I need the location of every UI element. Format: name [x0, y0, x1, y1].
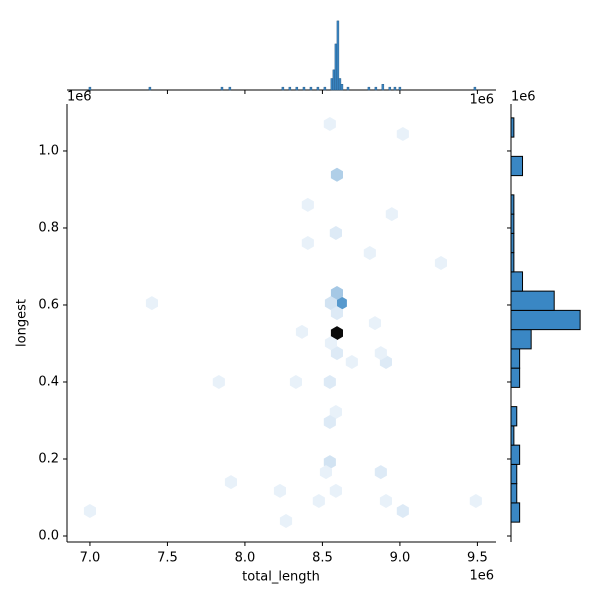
- top-hist-bar: [281, 86, 285, 91]
- top-hist-bar: [338, 78, 342, 91]
- right-hist-bar: [510, 117, 515, 138]
- hexbin: [379, 494, 392, 508]
- right-hist-bar: [510, 348, 521, 369]
- top-hist-bar: [228, 86, 232, 91]
- hexbin: [330, 346, 343, 361]
- top-hist-bar: [388, 86, 392, 91]
- top-hist-bar: [346, 86, 350, 91]
- top-hist-bar: [340, 84, 344, 91]
- top-hist-bar: [334, 43, 338, 91]
- top-hist-bar: [473, 86, 477, 91]
- hexbin: [374, 465, 387, 480]
- hexbin: [301, 236, 314, 250]
- y-offset-label: 1e6: [67, 90, 92, 105]
- right-hist-bar: [510, 425, 515, 446]
- top-hist-bar: [302, 86, 306, 91]
- hexbin: [319, 465, 332, 480]
- y-tick-label: 0.2: [38, 451, 59, 466]
- right-hist-bar: [510, 290, 555, 311]
- right-hist-bar: [510, 483, 518, 504]
- hexbin: [329, 405, 342, 419]
- hexbin: [323, 375, 336, 389]
- hexbin: [396, 127, 409, 141]
- hexbin: [396, 504, 409, 518]
- top-hist-bar: [393, 86, 397, 91]
- hexbin: [289, 375, 302, 389]
- top-hist-bar: [374, 86, 378, 91]
- top-hist-bar: [295, 86, 299, 91]
- top-hist-bar: [398, 86, 402, 91]
- hexbin: [312, 494, 325, 508]
- hexbin: [83, 504, 96, 518]
- hexbin: [145, 296, 158, 311]
- hexbin: [329, 483, 342, 498]
- hexbin: [329, 226, 342, 240]
- top-hist-bar: [88, 86, 92, 91]
- x-tick-label: 9.5: [467, 551, 488, 566]
- hexbin: [330, 167, 343, 182]
- hexbin: [212, 375, 225, 389]
- x-axis-label: total_length: [242, 570, 320, 585]
- top-hist-bar: [381, 84, 385, 91]
- x-tick-label: 8.5: [312, 551, 333, 566]
- hexbin: [330, 326, 343, 341]
- right-hist-bar: [510, 155, 524, 177]
- hexbin: [434, 256, 447, 270]
- x-tick-label: 7.0: [80, 551, 101, 566]
- hexbin: [469, 494, 482, 508]
- y-tick-label: 0.4: [38, 374, 59, 389]
- hexbin: [363, 246, 376, 260]
- hexbin: [368, 316, 381, 331]
- top-hist-bar: [148, 86, 152, 91]
- top-hist-bar: [316, 86, 320, 91]
- hexbin: [295, 324, 308, 339]
- hexbin: [330, 306, 343, 321]
- top-hist-bar: [336, 20, 340, 91]
- hexbin: [273, 483, 286, 498]
- right-hist-bar: [510, 463, 518, 485]
- top-hist-bar: [220, 86, 224, 91]
- y-tick-label: 0.0: [38, 528, 59, 543]
- hexbin: [323, 415, 336, 429]
- hexbin: [301, 197, 314, 212]
- right-hist-bar: [510, 444, 521, 465]
- right-hist-bar: [510, 232, 515, 254]
- right-hist-bar: [510, 329, 532, 350]
- top-hist-bar: [309, 86, 313, 91]
- right-hist-bar: [510, 252, 515, 273]
- y-tick-label: 0.6: [38, 297, 59, 312]
- y-axis-label: longest: [15, 299, 30, 347]
- hexbin: [279, 514, 293, 528]
- right-hist-bar: [510, 271, 524, 292]
- hexbin: [324, 336, 337, 351]
- right-hist-bar: [510, 406, 518, 427]
- hexbin: [385, 207, 398, 222]
- y-tick-label: 0.8: [38, 220, 59, 235]
- top-hist-bar: [332, 69, 336, 91]
- top-hist-bar: [367, 86, 371, 91]
- right-hist-bar: [510, 309, 581, 331]
- top-hist-bar: [330, 78, 334, 91]
- top-hist-bar: [323, 86, 327, 91]
- top-hist-bar: [288, 86, 292, 91]
- hexbin: [324, 296, 337, 311]
- hexbin: [330, 286, 343, 300]
- top-offset-label: 1e6: [469, 93, 494, 108]
- hexbin: [224, 475, 237, 490]
- hexbin: [374, 346, 387, 361]
- hexbin: [323, 117, 336, 131]
- right-offset-label: 1e6: [511, 90, 536, 105]
- x-tick-label: 7.5: [157, 551, 178, 566]
- right-hist-bar: [510, 213, 515, 234]
- right-hist-bar: [510, 194, 515, 215]
- right-hist-bar: [510, 367, 521, 388]
- hexbin: [345, 355, 358, 369]
- right-hist-bar: [510, 502, 521, 523]
- x-tick-label: 8.0: [235, 551, 256, 566]
- x-tick-label: 9.0: [390, 551, 411, 566]
- y-tick-label: 1.0: [38, 143, 59, 158]
- x-offset-label: 1e6: [469, 569, 494, 584]
